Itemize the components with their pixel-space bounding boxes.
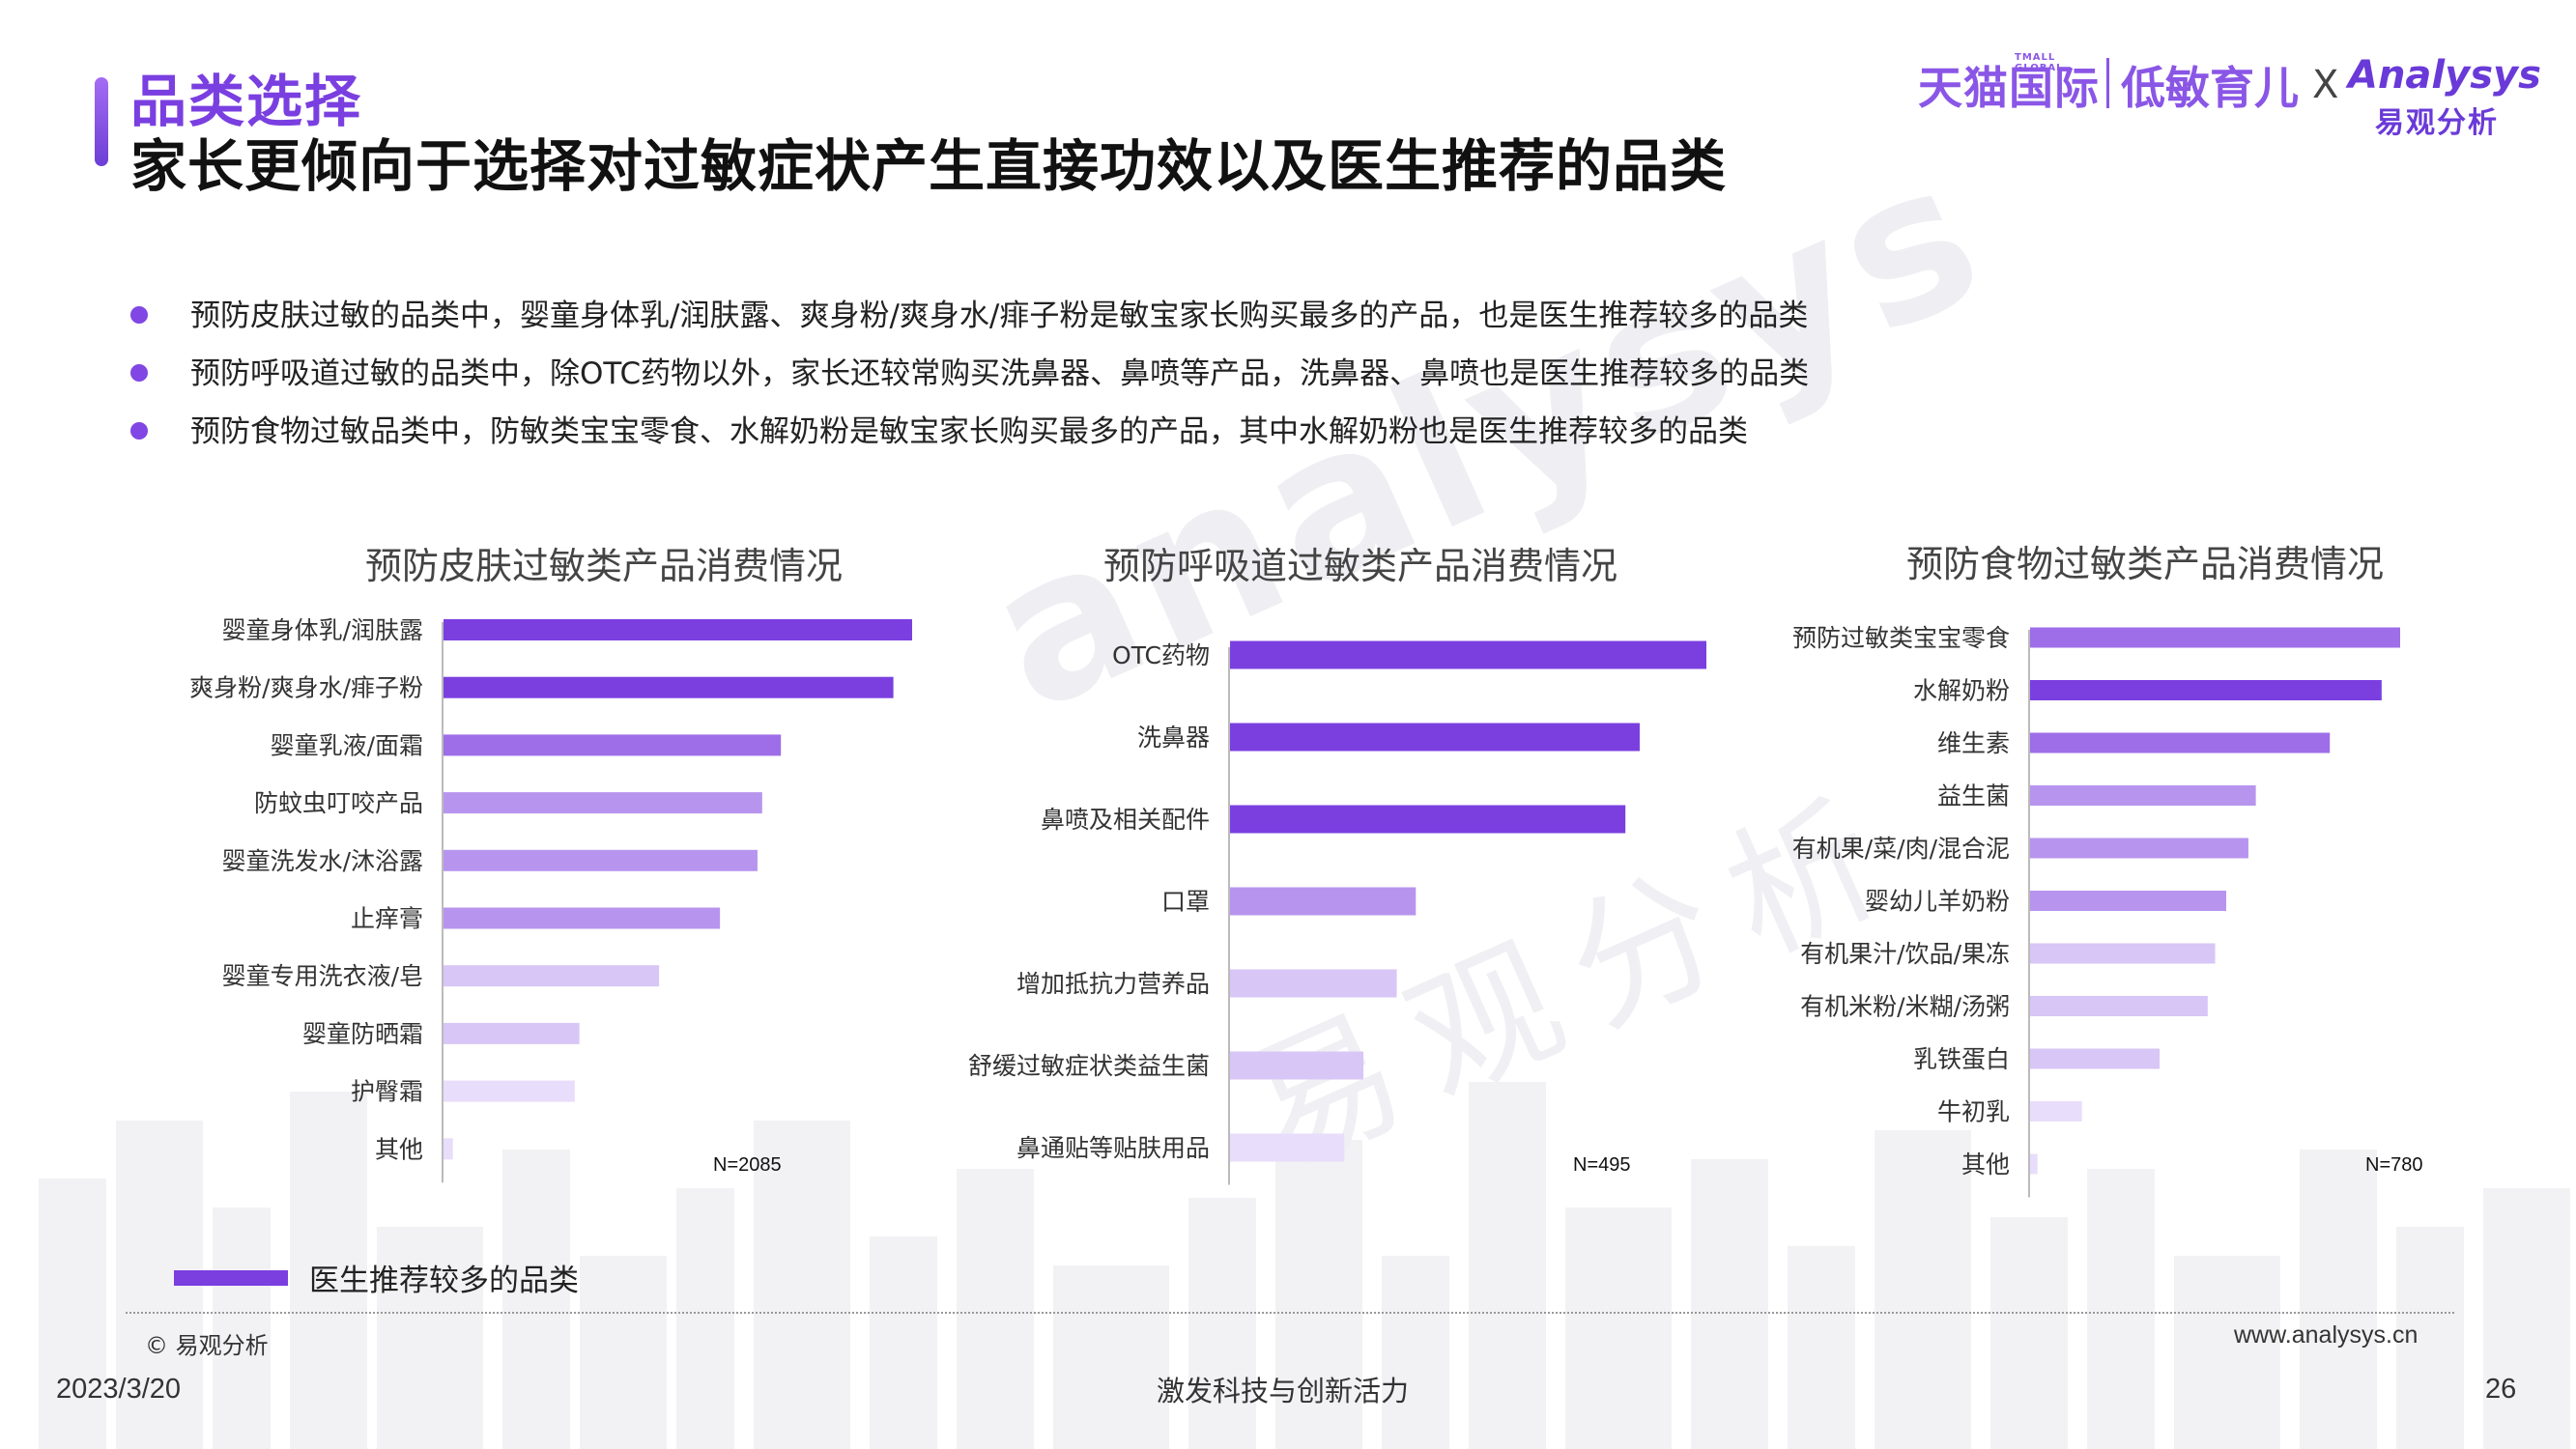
category-label: 其他	[1961, 1151, 2010, 1179]
category-label: 防蚊虫叮咬产品	[254, 789, 423, 817]
category-label: 止痒膏	[351, 905, 423, 933]
tmall-logo-small-text: TMALL GLOBAL	[2015, 52, 2064, 73]
summary-bullets: 预防皮肤过敏的品类中，婴童身体乳/润肤露、爽身粉/爽身水/痱子粉是敏宝家长购买最…	[130, 295, 1809, 469]
chart-bar	[2030, 785, 2256, 806]
category-label: 婴童专用洗衣液/皂	[222, 962, 423, 990]
bullet-item: 预防食物过敏品类中，防敏类宝宝零食、水解奶粉是敏宝家长购买最多的产品，其中水解奶…	[130, 411, 1809, 469]
chart-bar	[444, 734, 782, 756]
category-label: 其他	[375, 1135, 423, 1163]
section-title: 品类选择	[130, 69, 363, 134]
sample-size-label: N=780	[2365, 1154, 2423, 1176]
chart-bar	[2030, 996, 2208, 1016]
chart-bar	[1230, 723, 1640, 752]
title-accent-bar	[95, 77, 108, 166]
category-label: 有机果汁/饮品/果冻	[1800, 940, 2010, 968]
chart-bar	[1230, 640, 1706, 669]
category-label: 婴幼儿羊奶粉	[1865, 888, 2010, 916]
category-label: 维生素	[1937, 729, 2010, 757]
category-label: 益生菌	[1937, 782, 2010, 810]
chart-bar	[2030, 891, 2226, 911]
category-label: 牛初乳	[1937, 1098, 2010, 1126]
category-label: 护臀霜	[351, 1078, 423, 1106]
category-label: 婴童乳液/面霜	[271, 731, 423, 759]
chart-bar	[2030, 1048, 2161, 1069]
category-label: 乳铁蛋白	[1913, 1045, 2010, 1073]
category-label: 增加抵抗力营养品	[1016, 970, 1210, 998]
website-link[interactable]: www.analysys.cn	[2234, 1321, 2419, 1349]
chart-bar	[2030, 1153, 2038, 1175]
chart-bar	[444, 1080, 575, 1102]
sample-size-label: N=495	[1573, 1154, 1631, 1176]
chart-bar	[1230, 1133, 1345, 1162]
logo-cross: X	[2312, 63, 2339, 107]
chart-title-skin: 预防皮肤过敏类产品消费情况	[365, 545, 844, 587]
chart-title-respiratory: 预防呼吸道过敏类产品消费情况	[1103, 545, 1618, 587]
chart-bar	[444, 849, 758, 871]
category-label: 婴童身体乳/润肤露	[222, 616, 423, 644]
chart-bar	[444, 965, 660, 987]
category-label: 有机米粉/米糊/汤粥	[1800, 993, 2010, 1021]
chart-bar	[1230, 1051, 1364, 1080]
footer-divider	[126, 1312, 2454, 1314]
category-label: 舒缓过敏症状类益生菌	[968, 1052, 1210, 1080]
chart-bar	[1230, 887, 1417, 916]
report-date: 2023/3/20	[56, 1374, 182, 1405]
bullet-dot-icon	[130, 364, 148, 382]
category-label: 爽身粉/爽身水/痱子粉	[189, 674, 423, 702]
chart-bar	[2030, 838, 2248, 859]
legend-label: 医生推荐较多的品类	[309, 1264, 579, 1298]
legend-swatch	[174, 1269, 288, 1286]
chart-bar	[444, 1022, 580, 1044]
tmall-logo-text: 天猫国际	[1918, 62, 2100, 114]
category-label: 鼻喷及相关配件	[1041, 806, 1210, 834]
category-label: 水解奶粉	[1913, 677, 2010, 705]
low-allergy-logo: 低敏育儿	[2121, 62, 2299, 114]
category-label: 口罩	[1161, 888, 1210, 916]
category-label: OTC药物	[1112, 641, 1210, 669]
chart-bar	[2030, 1101, 2082, 1122]
bullet-item: 预防呼吸道过敏的品类中，除OTC药物以外，家长还较常购买洗鼻器、鼻喷等产品，洗鼻…	[130, 353, 1809, 411]
logo-divider	[2106, 58, 2109, 108]
chart-bar	[444, 1138, 453, 1160]
chart-bar	[2030, 680, 2382, 700]
analysys-logo-cn: 易观分析	[2375, 106, 2499, 140]
footer-slogan: 激发科技与创新活力	[1157, 1375, 1410, 1407]
copyright-text: © 易观分析	[145, 1332, 269, 1359]
chart-bar	[444, 676, 894, 698]
bullet-dot-icon	[130, 306, 148, 324]
page-number: 26	[2485, 1374, 2517, 1405]
chart-bar	[444, 619, 912, 640]
analysys-logo: Analysys	[2348, 53, 2541, 98]
chart-bar	[444, 907, 721, 929]
bullet-item: 预防皮肤过敏的品类中，婴童身体乳/润肤露、爽身粉/爽身水/痱子粉是敏宝家长购买最…	[130, 295, 1809, 353]
category-label: 婴童洗发水/沐浴露	[222, 847, 423, 875]
category-label: 洗鼻器	[1137, 724, 1210, 752]
chart-legend: 医生推荐较多的品类	[174, 1256, 579, 1299]
tmall-global-logo: 天猫国际 TMALL GLOBAL	[1918, 46, 2100, 124]
chart-bar	[2030, 732, 2331, 753]
page-headline: 家长更倾向于选择对过敏症状产生直接功效以及医生推荐的品类	[130, 133, 1728, 199]
chart-bar	[1230, 969, 1397, 998]
chart-bar	[2030, 943, 2216, 964]
bullet-text: 预防呼吸道过敏的品类中，除OTC药物以外，家长还较常购买洗鼻器、鼻喷等产品，洗鼻…	[190, 356, 1810, 391]
chart-bar	[1230, 805, 1626, 834]
category-label: 婴童防晒霜	[302, 1020, 423, 1048]
category-label: 有机果/菜/肉/混合泥	[1792, 835, 2010, 863]
category-label: 预防过敏类宝宝零食	[1792, 624, 2010, 652]
chart-title-food: 预防食物过敏类产品消费情况	[1906, 543, 2385, 585]
bullet-text: 预防皮肤过敏的品类中，婴童身体乳/润肤露、爽身粉/爽身水/痱子粉是敏宝家长购买最…	[190, 298, 1809, 333]
category-label: 鼻通贴等贴肤用品	[1016, 1134, 1210, 1162]
bullet-text: 预防食物过敏品类中，防敏类宝宝零食、水解奶粉是敏宝家长购买最多的产品，其中水解奶…	[190, 414, 1748, 449]
bullet-dot-icon	[130, 422, 148, 440]
sample-size-label: N=2085	[713, 1154, 782, 1176]
chart-bar	[444, 792, 762, 814]
chart-bar	[2030, 627, 2400, 648]
